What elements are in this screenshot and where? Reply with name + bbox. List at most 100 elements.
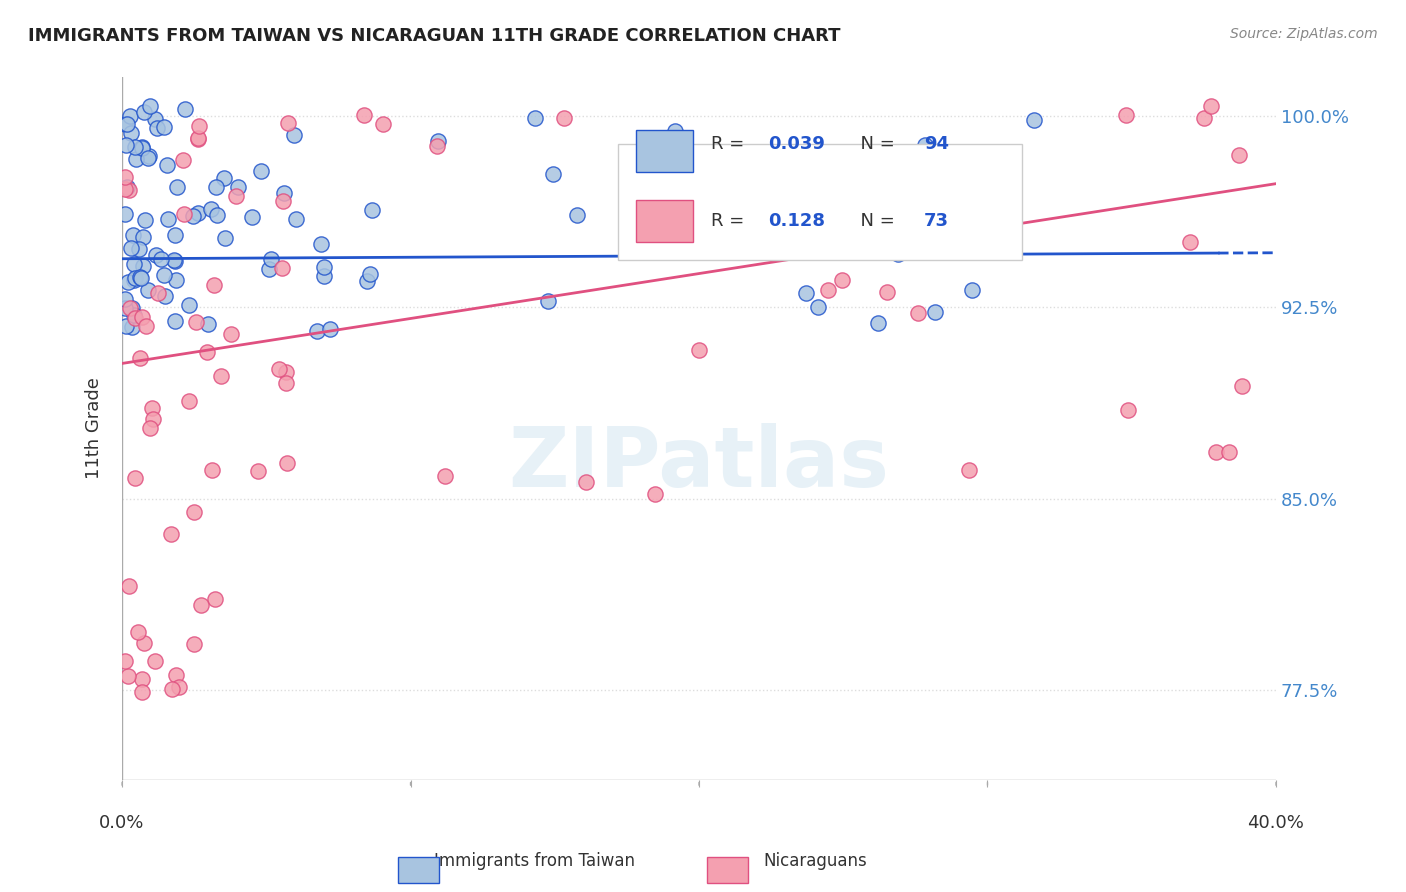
Point [866,317,889,331]
Point [131,141,153,155]
Text: 94: 94 [924,136,949,153]
Point [207,208,229,222]
Point [359,267,381,281]
Point [186,315,208,329]
FancyBboxPatch shape [619,145,1022,260]
Point [541,167,564,181]
Point [314,268,336,283]
Point [172,153,194,167]
Point [163,227,186,242]
Point [153,268,176,282]
Point [312,260,335,275]
Point [156,158,179,172]
Point [273,186,295,200]
Point [139,421,162,435]
Point [214,231,236,245]
Point [688,343,710,358]
Point [247,464,270,478]
Point [121,320,143,334]
Point [922,170,945,185]
Point [114,301,136,315]
Point [1232,378,1254,392]
Point [276,456,298,470]
Point [886,190,908,204]
Point [173,103,195,117]
Point [132,104,155,119]
Point [114,182,136,196]
Point [209,368,232,383]
Point [118,301,141,315]
Text: 0.128: 0.128 [768,212,825,230]
Point [886,247,908,261]
Point [226,179,249,194]
Point [118,183,141,197]
Point [156,211,179,226]
Point [139,99,162,113]
Text: IMMIGRANTS FROM TAIWAN VS NICARAGUAN 11TH GRADE CORRELATION CHART: IMMIGRANTS FROM TAIWAN VS NICARAGUAN 11T… [28,27,841,45]
Point [120,126,142,140]
Point [183,505,205,519]
Point [129,271,152,285]
Point [177,298,200,312]
Point [118,109,141,123]
Point [129,270,152,285]
Text: R =: R = [710,136,749,153]
Point [117,275,139,289]
Point [305,324,328,338]
Point [1115,108,1137,122]
Point [371,117,394,131]
Point [524,111,547,125]
Point [128,242,150,256]
Point [114,293,136,307]
Point [1227,148,1250,162]
Point [122,273,145,287]
Text: N =: N = [849,212,900,230]
Point [876,285,898,299]
Text: 73: 73 [924,212,949,230]
Point [187,205,209,219]
Point [204,277,226,292]
Text: Immigrants from Taiwan: Immigrants from Taiwan [434,852,634,870]
Point [143,112,166,127]
Point [565,208,588,222]
Point [169,680,191,694]
Point [127,625,149,640]
Point [114,206,136,220]
Point [115,137,138,152]
Text: R =: R = [710,212,749,230]
Point [162,682,184,697]
Point [277,116,299,130]
Point [817,283,839,297]
Point [872,174,894,188]
Point [124,270,146,285]
Text: N =: N = [849,136,900,153]
Point [807,300,830,314]
Point [165,273,187,287]
Point [201,463,224,477]
Point [225,189,247,203]
Point [114,654,136,668]
Point [165,668,187,682]
FancyBboxPatch shape [636,201,693,243]
Point [257,261,280,276]
Point [553,111,575,125]
Point [118,578,141,592]
FancyBboxPatch shape [636,130,693,172]
Point [134,635,156,649]
Point [131,685,153,699]
Point [628,196,651,211]
Point [122,308,145,322]
Point [1022,113,1045,128]
Point [160,527,183,541]
Point [1218,445,1240,459]
Point [361,202,384,217]
Text: 40.0%: 40.0% [1247,814,1305,832]
Point [131,310,153,324]
Point [132,230,155,244]
Point [166,180,188,194]
Point [270,260,292,275]
Point [117,117,139,131]
Point [204,180,226,194]
Y-axis label: 11th Grade: 11th Grade [86,377,103,480]
Point [269,361,291,376]
